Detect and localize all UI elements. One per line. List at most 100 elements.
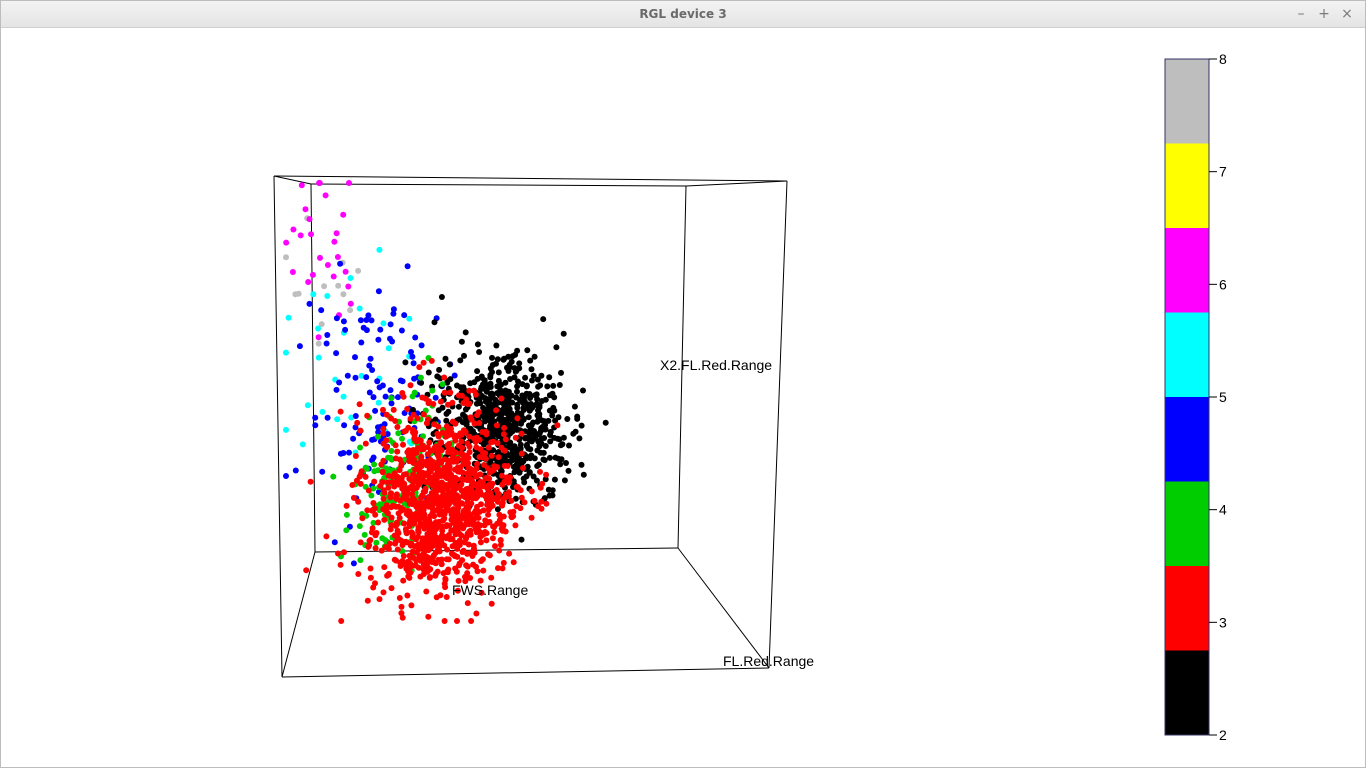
scatter-point xyxy=(373,539,380,546)
scatter-point xyxy=(399,435,405,442)
scatter-point xyxy=(506,550,513,557)
scatter-point xyxy=(421,524,428,531)
scatter-point xyxy=(465,520,472,527)
scatter-point xyxy=(408,529,415,536)
minimize-button[interactable]: – xyxy=(1297,6,1305,22)
scatter-point xyxy=(396,595,403,601)
scatter-point xyxy=(283,473,289,479)
scatter-point xyxy=(308,231,314,238)
scatter-point xyxy=(418,453,425,460)
scatter-point xyxy=(460,451,467,458)
scatter-point xyxy=(471,515,478,522)
scatter-point xyxy=(431,530,438,537)
scatter-point xyxy=(366,389,373,396)
scatter-point xyxy=(564,416,571,422)
scatter-point xyxy=(427,566,434,573)
scatter-point xyxy=(445,532,452,538)
scatter-point xyxy=(477,522,484,529)
scatter-point xyxy=(365,543,372,550)
scatter-point xyxy=(511,421,518,428)
close-button[interactable]: × xyxy=(1341,6,1353,22)
scatter-point xyxy=(452,449,459,456)
scatter-point xyxy=(528,366,535,373)
scatter-point xyxy=(557,442,564,449)
scatter-point xyxy=(403,565,410,572)
scatter-point xyxy=(283,254,289,261)
scatter-point xyxy=(560,330,567,337)
scatter-point xyxy=(474,461,481,467)
scatter-point xyxy=(439,479,445,486)
scatter-point xyxy=(346,180,352,186)
scatter-point xyxy=(480,483,487,490)
scatter-point xyxy=(518,494,525,501)
scatter-point xyxy=(344,372,351,379)
scatter-point xyxy=(447,478,454,485)
scatter-point xyxy=(489,354,495,361)
scatter-point xyxy=(547,432,554,438)
scatter-point xyxy=(467,575,474,581)
scatter-point xyxy=(357,557,364,564)
scatter-point xyxy=(499,501,506,508)
scatter-point xyxy=(372,511,379,518)
scatter-point xyxy=(446,463,453,470)
scatter-point xyxy=(362,473,369,480)
scatter-point xyxy=(367,355,374,362)
scatter-point xyxy=(407,569,414,576)
scatter-point xyxy=(379,468,386,475)
scatter-point xyxy=(443,468,450,475)
scatter-point xyxy=(385,484,392,491)
scatter-point xyxy=(433,570,439,577)
scatter-point xyxy=(498,521,505,528)
scatter-point xyxy=(436,366,443,373)
colorbar-tick-label: 8 xyxy=(1219,51,1227,67)
scatter-point xyxy=(397,377,404,384)
scatter-point xyxy=(557,461,564,468)
scatter-point xyxy=(452,437,459,444)
scatter-point xyxy=(385,570,392,577)
maximize-button[interactable]: + xyxy=(1318,6,1330,22)
scatter-point xyxy=(459,557,466,564)
scatter-point xyxy=(426,497,433,503)
scatter-point xyxy=(439,523,446,530)
scatter-point xyxy=(347,275,354,281)
scatter-point xyxy=(358,468,365,475)
scatter-point xyxy=(401,471,407,478)
scatter-point xyxy=(505,479,512,486)
scatter-point xyxy=(388,490,394,497)
scatter-point xyxy=(390,406,397,413)
rgl-canvas[interactable]: X2.FL.Red.Range FWS.Range FL.Red.Range 2… xyxy=(1,28,1365,767)
scatter-point xyxy=(488,574,495,581)
title-bar[interactable]: RGL device 3 – + × xyxy=(1,1,1365,28)
scatter-point xyxy=(305,279,312,285)
scatter-point xyxy=(458,500,465,507)
scatter-point xyxy=(442,576,449,583)
scatter-point xyxy=(479,393,485,399)
scatter-point xyxy=(445,457,452,464)
scatter-point xyxy=(431,421,438,428)
bounding-box xyxy=(273,175,788,678)
scatter-point xyxy=(531,353,538,360)
scatter-point xyxy=(371,505,378,512)
scatter-point xyxy=(445,408,452,415)
scatter-point xyxy=(444,569,451,576)
scatter-point xyxy=(312,414,319,421)
scatter3d-plot[interactable]: X2.FL.Red.Range FWS.Range FL.Red.Range 2… xyxy=(1,28,1365,767)
scatter-point xyxy=(458,481,465,488)
scatter-point xyxy=(440,517,446,524)
scatter-point xyxy=(447,431,454,438)
scatter-point xyxy=(364,597,371,604)
colorbar-bin xyxy=(1165,59,1209,144)
scatter-point xyxy=(487,423,494,429)
window-title: RGL device 3 xyxy=(639,7,727,21)
scatter-point xyxy=(356,401,363,408)
scatter-point xyxy=(499,472,505,479)
scatter-point xyxy=(388,400,395,407)
scatter-point xyxy=(413,438,420,445)
scatter-point xyxy=(496,411,503,418)
scatter-point xyxy=(531,497,538,504)
scatter-point xyxy=(454,618,460,624)
scatter-point xyxy=(435,407,442,414)
scatter-point xyxy=(551,476,558,483)
scatter-point xyxy=(407,415,414,422)
scatter-point xyxy=(420,359,427,366)
